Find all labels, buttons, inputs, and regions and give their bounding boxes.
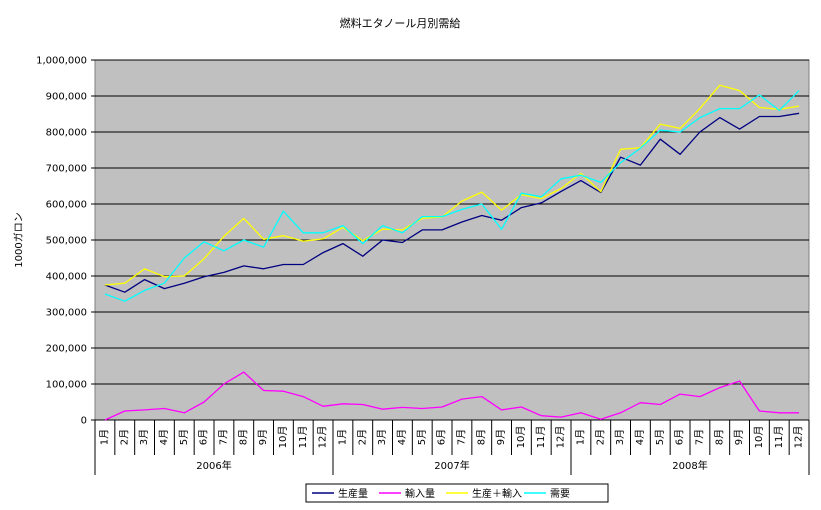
x-tick-label: 3月 xyxy=(376,429,388,445)
y-tick-label: 300,000 xyxy=(46,308,87,319)
legend-label: 需要 xyxy=(550,488,570,500)
x-tick-label: 7月 xyxy=(217,429,229,445)
y-tick-label: 700,000 xyxy=(46,164,87,175)
gridlines xyxy=(95,59,809,385)
x-tick-label: 9月 xyxy=(257,429,269,445)
x-tick-label: 4月 xyxy=(396,429,408,445)
x-tick-label: 6月 xyxy=(674,429,686,445)
x-tick-label: 5月 xyxy=(178,429,190,445)
series-line-2 xyxy=(104,371,800,421)
x-tick-label: 7月 xyxy=(455,429,467,445)
y-tick-label: 200,000 xyxy=(46,344,87,355)
x-tick-label: 11月 xyxy=(535,426,547,449)
x-tick-label: 12月 xyxy=(317,426,329,449)
x-tick-label: 2月 xyxy=(118,429,130,445)
x-tick-label: 6月 xyxy=(436,429,448,445)
year-label: 2007年 xyxy=(434,459,469,472)
series-line-1 xyxy=(104,112,800,293)
x-tick-label: 10月 xyxy=(753,426,765,449)
y-tick-label: 600,000 xyxy=(46,200,87,211)
x-tick-label: 3月 xyxy=(614,429,626,445)
y-axis-label: 1000ガロン xyxy=(13,212,25,267)
y-tick-label: 0 xyxy=(81,416,87,427)
chart-title: 燃料エタノール月別需給 xyxy=(340,16,461,30)
x-tick-label: 8月 xyxy=(713,429,725,445)
x-axis: 1月 2月 3月 4月 5月 6月 7月 8月 9月 10月 11月 12月 1月 2月 3月 4月 5月 6月 7… xyxy=(94,419,810,475)
x-tick-label: 5月 xyxy=(416,429,428,445)
x-tick-label: 1月 xyxy=(98,429,110,445)
x-tick-label: 12月 xyxy=(793,426,805,449)
legend-label: 輸入量 xyxy=(405,487,435,500)
x-tick-label: 4月 xyxy=(634,429,646,445)
x-tick-label: 10月 xyxy=(277,426,289,449)
y-tick-label: 800,000 xyxy=(46,128,87,139)
x-tick-label: 1月 xyxy=(574,429,586,445)
legend-label: 生産＋輸入 xyxy=(472,487,522,500)
legend: 生産量 輸入量 生産＋輸入 需要 xyxy=(305,483,609,503)
x-tick-label: 9月 xyxy=(495,429,507,445)
year-label: 2006年 xyxy=(196,459,231,472)
x-tick-label: 7月 xyxy=(693,429,705,445)
series-line-3 xyxy=(104,84,800,286)
x-tick-label: 1月 xyxy=(336,429,348,445)
x-tick-label: 2月 xyxy=(356,429,368,445)
x-tick-label: 11月 xyxy=(297,426,309,449)
y-tick-label: 400,000 xyxy=(46,272,87,283)
x-tick-label: 6月 xyxy=(198,429,210,445)
x-tick-label: 12月 xyxy=(555,426,567,449)
y-tick-label: 1,000,000 xyxy=(36,56,87,67)
legend-label: 生産量 xyxy=(338,487,368,500)
x-tick-label: 11月 xyxy=(773,426,785,449)
series-line-4 xyxy=(104,90,800,302)
y-axis-ticks: 0 100,000 200,000 300,000 400,000 500,000 600,… xyxy=(36,56,95,427)
x-tick-label: 8月 xyxy=(237,429,249,445)
x-tick-label: 9月 xyxy=(733,429,745,445)
y-tick-label: 900,000 xyxy=(46,92,87,103)
year-label: 2008年 xyxy=(672,459,707,472)
x-tick-label: 4月 xyxy=(158,429,170,445)
x-tick-label: 3月 xyxy=(138,429,150,445)
y-tick-label: 500,000 xyxy=(46,236,87,247)
x-tick-label: 5月 xyxy=(654,429,666,445)
y-tick-label: 100,000 xyxy=(46,380,87,391)
series-lines xyxy=(104,84,800,421)
x-tick-label: 2月 xyxy=(594,429,606,445)
x-tick-label: 10月 xyxy=(515,426,527,449)
x-tick-label: 8月 xyxy=(475,429,487,445)
